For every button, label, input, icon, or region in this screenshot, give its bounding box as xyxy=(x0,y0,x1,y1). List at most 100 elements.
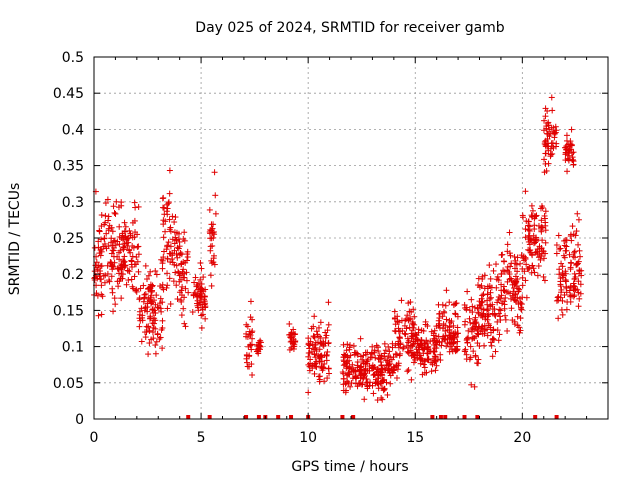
x-axis-label: GPS time / hours xyxy=(291,459,408,475)
data-point xyxy=(178,251,185,258)
data-point xyxy=(431,348,438,355)
data-point xyxy=(379,366,386,373)
data-point xyxy=(425,356,432,363)
data-point xyxy=(152,342,159,349)
data-point xyxy=(194,282,201,289)
data-point xyxy=(498,271,505,278)
data-point xyxy=(487,339,494,346)
data-point xyxy=(502,312,509,319)
data-point xyxy=(112,210,119,217)
data-point xyxy=(181,294,188,301)
data-point xyxy=(421,340,428,347)
data-point xyxy=(527,237,534,244)
data-point xyxy=(489,310,496,317)
data-point xyxy=(381,385,388,392)
data-point xyxy=(571,248,578,255)
data-point xyxy=(157,295,164,302)
data-point xyxy=(100,272,107,279)
data-point xyxy=(544,108,551,115)
data-point xyxy=(510,288,517,295)
data-gap-marker xyxy=(256,415,261,419)
data-point xyxy=(508,260,515,267)
data-point xyxy=(542,105,549,112)
data-point xyxy=(315,373,322,380)
data-point xyxy=(138,338,145,345)
data-point xyxy=(98,262,105,269)
data-point xyxy=(522,226,529,233)
data-point xyxy=(152,350,159,357)
data-point xyxy=(116,223,123,230)
data-point xyxy=(152,325,159,332)
data-point xyxy=(177,249,184,256)
data-point xyxy=(248,346,255,353)
data-point xyxy=(135,251,142,258)
data-point xyxy=(103,230,110,237)
data-point xyxy=(519,212,526,219)
data-point xyxy=(507,252,514,259)
data-point xyxy=(566,251,573,258)
data-point xyxy=(539,204,546,211)
data-point xyxy=(553,297,560,304)
data-point xyxy=(437,351,444,358)
data-point xyxy=(366,363,373,370)
data-point xyxy=(558,286,565,293)
y-tick-label: 0.45 xyxy=(53,86,84,102)
data-point xyxy=(443,287,450,294)
data-point xyxy=(368,350,375,357)
data-point xyxy=(311,361,318,368)
data-point xyxy=(114,238,121,245)
data-point xyxy=(432,367,439,374)
data-point xyxy=(528,202,535,209)
data-point xyxy=(167,300,174,307)
data-point xyxy=(99,293,106,300)
data-point xyxy=(525,226,532,233)
y-tick-label: 0.25 xyxy=(53,231,84,247)
data-point xyxy=(421,364,428,371)
data-point xyxy=(570,161,577,168)
data-point xyxy=(344,378,351,385)
data-point xyxy=(443,343,450,350)
data-point xyxy=(421,358,428,365)
data-point xyxy=(441,309,448,316)
data-point xyxy=(156,335,163,342)
data-point xyxy=(576,267,583,274)
data-point xyxy=(354,364,361,371)
data-point xyxy=(502,316,509,323)
data-point xyxy=(117,264,124,271)
data-point xyxy=(118,202,125,209)
data-point xyxy=(472,352,479,359)
x-tick-label: 15 xyxy=(406,430,424,446)
data-point xyxy=(286,331,293,338)
data-point xyxy=(249,335,256,342)
data-points xyxy=(91,94,585,404)
data-point xyxy=(311,334,318,341)
data-point xyxy=(106,278,113,285)
data-point xyxy=(563,247,570,254)
data-point xyxy=(471,383,478,390)
data-point xyxy=(164,205,171,212)
data-point xyxy=(479,311,486,318)
data-point xyxy=(148,336,155,343)
data-point xyxy=(565,156,572,163)
data-point xyxy=(447,343,454,350)
data-point xyxy=(575,278,582,285)
data-point xyxy=(202,304,209,311)
data-point xyxy=(415,329,422,336)
data-point xyxy=(506,276,513,283)
data-point xyxy=(409,318,416,325)
data-point xyxy=(537,256,544,263)
data-point xyxy=(341,351,348,358)
data-point xyxy=(433,362,440,369)
data-gap-marker xyxy=(244,415,249,419)
data-point xyxy=(563,137,570,144)
data-point xyxy=(452,300,459,307)
data-point xyxy=(479,330,486,337)
data-point xyxy=(166,190,173,197)
data-point xyxy=(312,360,319,367)
data-point xyxy=(115,283,122,290)
data-point xyxy=(412,338,419,345)
data-point xyxy=(169,236,176,243)
data-point xyxy=(142,291,149,298)
data-point xyxy=(154,304,161,311)
data-point xyxy=(500,258,507,265)
